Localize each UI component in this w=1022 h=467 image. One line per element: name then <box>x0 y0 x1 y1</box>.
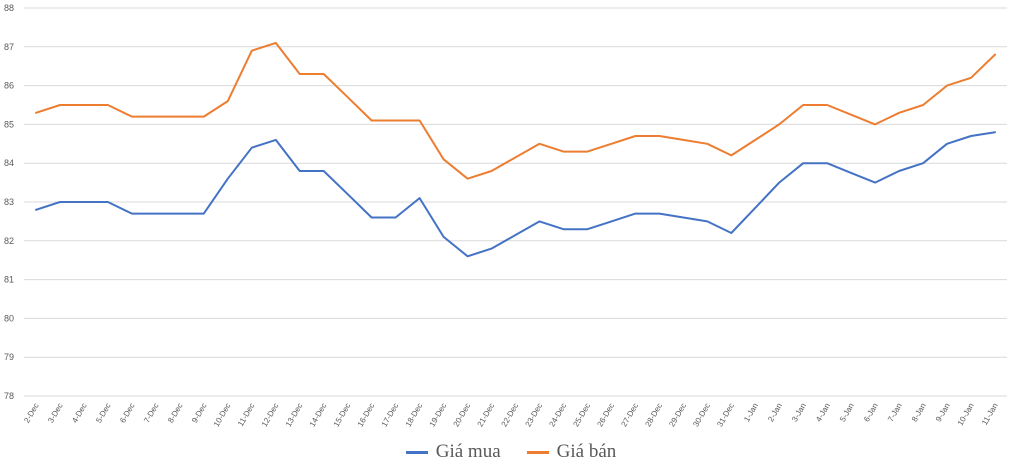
x-tick-label: 3-Dec <box>46 402 64 425</box>
series-line-gia-ban <box>35 41 996 180</box>
series-lines <box>35 41 996 258</box>
y-tick-label: 83 <box>4 197 14 207</box>
x-tick-label: 15-Dec <box>332 402 353 429</box>
x-tick-label: 2-Jan <box>766 402 784 424</box>
y-tick-label: 88 <box>4 3 14 13</box>
x-tick-label: 11-Jan <box>980 402 1000 427</box>
gridlines <box>24 7 1007 397</box>
x-tick-label: 3-Jan <box>790 402 808 424</box>
x-tick-label: 19-Dec <box>428 402 449 429</box>
x-tick-label: 27-Dec <box>619 402 640 429</box>
x-tick-label: 11-Dec <box>236 402 256 428</box>
x-tick-label: 18-Dec <box>404 402 425 429</box>
y-tick-label: 79 <box>4 352 14 362</box>
x-tick-label: 7-Jan <box>886 402 904 424</box>
x-tick-label: 23-Dec <box>524 402 545 429</box>
y-tick-label: 78 <box>4 391 14 401</box>
y-axis-ticks: 78 79 80 81 82 83 84 85 86 87 88 <box>4 3 14 401</box>
x-tick-label: 17-Dec <box>380 402 401 429</box>
x-tick-label: 4-Jan <box>814 402 832 424</box>
x-tick-label: 5-Jan <box>838 402 856 424</box>
x-tick-label: 20-Dec <box>452 402 473 429</box>
x-tick-label: 28-Dec <box>643 402 664 429</box>
x-tick-label: 4-Dec <box>70 402 88 425</box>
x-tick-label: 6-Jan <box>862 402 880 424</box>
legend-item-gia-mua: Giá mua <box>405 441 501 463</box>
x-tick-label: 24-Dec <box>547 402 568 429</box>
x-tick-label: 22-Dec <box>500 402 521 429</box>
series-line-gia-mua <box>35 131 996 258</box>
x-tick-label: 5-Dec <box>94 402 112 425</box>
y-tick-label: 86 <box>4 81 14 91</box>
legend-item-gia-ban: Giá bán <box>526 441 617 463</box>
x-tick-label: 7-Dec <box>142 402 160 425</box>
x-tick-label: 29-Dec <box>667 402 688 429</box>
x-tick-label: 25-Dec <box>571 402 592 429</box>
x-tick-label: 14-Dec <box>308 402 329 429</box>
x-tick-label: 10-Jan <box>956 402 976 428</box>
x-tick-label: 8-Jan <box>910 402 928 424</box>
y-tick-label: 81 <box>4 275 14 285</box>
x-tick-label: 8-Dec <box>166 402 184 425</box>
line-chart: 78 79 80 81 82 83 84 85 86 87 88 2-Dec 3-Dec 4-Dec 5-… <box>4 3 1007 429</box>
x-tick-label: 30-Dec <box>691 402 712 429</box>
x-tick-label: 9-Jan <box>934 402 952 424</box>
x-tick-label: 1-Jan <box>742 402 760 424</box>
y-tick-label: 87 <box>4 42 14 52</box>
x-tick-label: 21-Dec <box>476 402 497 429</box>
x-tick-label: 26-Dec <box>595 402 616 429</box>
legend: Giá mua Giá bán <box>0 438 1022 466</box>
x-tick-label: 10-Dec <box>212 402 233 429</box>
x-tick-label: 16-Dec <box>356 402 377 429</box>
legend-label-gia-ban: Giá bán <box>556 441 617 462</box>
y-tick-label: 84 <box>4 158 14 168</box>
x-tick-label: 31-Dec <box>715 402 736 429</box>
x-axis-ticks: 2-Dec 3-Dec 4-Dec 5-Dec 6-Dec 7-Dec 8-Dec 9-Dec… <box>22 402 999 429</box>
legend-label-gia-mua: Giá mua <box>435 441 501 462</box>
x-tick-label: 9-Dec <box>190 402 208 425</box>
x-tick-label: 12-Dec <box>260 402 281 429</box>
y-tick-label: 82 <box>4 236 14 246</box>
x-tick-label: 13-Dec <box>284 402 305 429</box>
legend-swatch-gia-ban <box>526 450 549 454</box>
x-tick-label: 6-Dec <box>118 402 136 425</box>
x-tick-label: 2-Dec <box>22 402 40 425</box>
y-tick-label: 85 <box>4 119 14 129</box>
y-tick-label: 80 <box>4 313 14 323</box>
legend-swatch-gia-mua <box>405 450 428 454</box>
